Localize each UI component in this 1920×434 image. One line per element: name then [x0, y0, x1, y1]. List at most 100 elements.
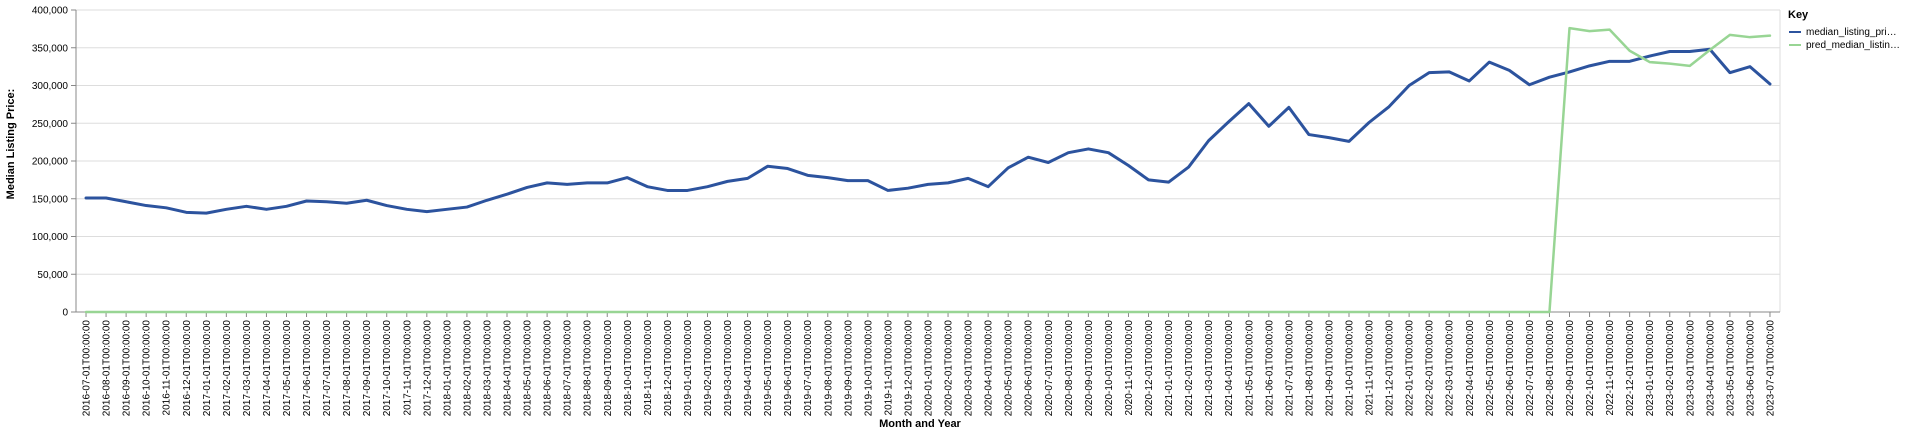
- x-tick-label: 2018-04-01T00:00:00: [503, 320, 514, 417]
- x-tick-label: 2021-05-01T00:00:00: [1244, 320, 1255, 417]
- legend-label-pred-median-listing-price: pred_median_listin…: [1806, 40, 1900, 51]
- x-tick-label: 2023-05-01T00:00:00: [1725, 320, 1736, 417]
- x-tick-label: 2022-07-01T00:00:00: [1525, 320, 1536, 417]
- x-tick-label: 2017-11-01T00:00:00: [402, 320, 413, 416]
- x-tick-label: 2018-08-01T00:00:00: [583, 320, 594, 417]
- legend-label-median-listing-price: median_listing_pri…: [1806, 27, 1897, 38]
- x-tick-label: 2022-10-01T00:00:00: [1585, 320, 1596, 417]
- x-tick-label: 2016-07-01T00:00:00: [82, 320, 93, 417]
- x-tick-label: 2022-01-01T00:00:00: [1405, 320, 1416, 417]
- x-tick-label: 2020-04-01T00:00:00: [984, 320, 995, 417]
- x-tick-label: 2016-08-01T00:00:00: [102, 320, 113, 417]
- x-tick-label: 2017-05-01T00:00:00: [282, 320, 293, 417]
- x-tick-label: 2023-07-01T00:00:00: [1765, 320, 1776, 417]
- x-tick-label: 2018-05-01T00:00:00: [523, 320, 534, 417]
- x-tick-label: 2019-02-01T00:00:00: [703, 320, 714, 417]
- x-tick-label: 2017-08-01T00:00:00: [342, 320, 353, 417]
- x-tick-label: 2019-06-01T00:00:00: [783, 320, 794, 417]
- y-tick-label: 50,000: [37, 270, 68, 281]
- x-tick-label: 2019-10-01T00:00:00: [863, 320, 874, 417]
- series-line-median-listing-price: [84, 47, 1772, 215]
- x-tick-label: 2016-11-01T00:00:00: [162, 320, 173, 416]
- x-tick-label: 2021-09-01T00:00:00: [1324, 320, 1335, 417]
- x-tick-label: 2020-05-01T00:00:00: [1004, 320, 1015, 417]
- y-tick-label: 300,000: [32, 81, 69, 92]
- x-tick-label: 2016-12-01T00:00:00: [182, 320, 193, 417]
- x-tick-label: 2022-11-01T00:00:00: [1605, 320, 1616, 416]
- y-tick-label: 0: [62, 308, 68, 319]
- x-tick-label: 2021-12-01T00:00:00: [1385, 320, 1396, 417]
- x-tick-label: 2018-11-01T00:00:00: [643, 320, 654, 416]
- x-tick-label: 2018-07-01T00:00:00: [563, 320, 574, 417]
- x-tick-label: 2022-06-01T00:00:00: [1505, 320, 1516, 417]
- x-tick-label: 2019-09-01T00:00:00: [843, 320, 854, 417]
- x-tick-label: 2021-01-01T00:00:00: [1164, 320, 1175, 417]
- x-tick-label: 2021-04-01T00:00:00: [1224, 320, 1235, 417]
- series-line-pred-median-listing-price: [84, 26, 1772, 314]
- x-tick-label: 2019-01-01T00:00:00: [683, 320, 694, 417]
- x-tick-label: 2021-11-01T00:00:00: [1365, 320, 1376, 416]
- x-tick-label: 2021-06-01T00:00:00: [1264, 320, 1275, 417]
- x-tick-label: 2019-11-01T00:00:00: [883, 320, 894, 416]
- x-tick-label: 2020-09-01T00:00:00: [1084, 320, 1095, 417]
- x-tick-label: 2017-03-01T00:00:00: [242, 320, 253, 417]
- x-tick-label: 2020-03-01T00:00:00: [964, 320, 975, 417]
- x-tick-label: 2018-03-01T00:00:00: [482, 320, 493, 417]
- x-tick-label: 2018-10-01T00:00:00: [623, 320, 634, 417]
- x-tick-label: 2022-09-01T00:00:00: [1565, 320, 1576, 417]
- x-tick-label: 2017-07-01T00:00:00: [322, 320, 333, 417]
- x-tick-label: 2020-01-01T00:00:00: [924, 320, 935, 417]
- x-tick-label: 2018-12-01T00:00:00: [663, 320, 674, 417]
- x-tick-label: 2021-03-01T00:00:00: [1204, 320, 1215, 417]
- x-tick-label: 2021-08-01T00:00:00: [1304, 320, 1315, 417]
- x-tick-label: 2017-12-01T00:00:00: [422, 320, 433, 417]
- x-tick-label: 2016-10-01T00:00:00: [142, 320, 153, 417]
- x-tick-label: 2020-12-01T00:00:00: [1144, 320, 1155, 417]
- y-axis-title: Median Listing Price:: [5, 89, 17, 200]
- x-tick-label: 2017-10-01T00:00:00: [382, 320, 393, 417]
- y-tick-label: 400,000: [32, 6, 69, 17]
- x-tick-label: 2022-12-01T00:00:00: [1625, 320, 1636, 417]
- x-tick-label: 2017-09-01T00:00:00: [362, 320, 373, 417]
- x-tick-label: 2021-07-01T00:00:00: [1284, 320, 1295, 417]
- x-tick-label: 2020-11-01T00:00:00: [1124, 320, 1135, 416]
- x-tick-label: 2020-10-01T00:00:00: [1104, 320, 1115, 417]
- legend: Key median_listing_pri… pred_median_list…: [1788, 9, 1900, 51]
- y-tick-label: 150,000: [32, 194, 69, 205]
- x-tick-label: 2019-03-01T00:00:00: [723, 320, 734, 417]
- x-tick-label: 2023-06-01T00:00:00: [1745, 320, 1756, 417]
- x-tick-label: 2023-02-01T00:00:00: [1665, 320, 1676, 417]
- x-tick-label: 2018-01-01T00:00:00: [442, 320, 453, 417]
- x-tick-label: 2022-04-01T00:00:00: [1465, 320, 1476, 417]
- y-tick-label: 200,000: [32, 157, 69, 168]
- x-tick-label: 2020-06-01T00:00:00: [1024, 320, 1035, 417]
- x-tick-label: 2023-03-01T00:00:00: [1685, 320, 1696, 417]
- grid-layer: [76, 9, 1781, 313]
- x-tick-label: 2020-07-01T00:00:00: [1044, 320, 1055, 417]
- x-tick-label: 2017-01-01T00:00:00: [202, 320, 213, 417]
- axis-layer: 0 50,000 100,000 150,000 200,000 250,000 300,0…: [32, 6, 1780, 417]
- x-tick-label: 2018-02-01T00:00:00: [462, 320, 473, 417]
- x-tick-label: 2019-04-01T00:00:00: [743, 320, 754, 417]
- x-tick-label: 2018-09-01T00:00:00: [603, 320, 614, 417]
- x-tick-label: 2020-08-01T00:00:00: [1064, 320, 1075, 417]
- y-tick-label: 250,000: [32, 119, 69, 130]
- x-tick-label: 2023-04-01T00:00:00: [1705, 320, 1716, 417]
- x-tick-label: 2019-12-01T00:00:00: [903, 320, 914, 417]
- x-tick-label: 2022-08-01T00:00:00: [1545, 320, 1556, 417]
- x-tick-label: 2018-06-01T00:00:00: [543, 320, 554, 417]
- x-tick-label: 2019-08-01T00:00:00: [823, 320, 834, 417]
- x-tick-label: 2017-02-01T00:00:00: [222, 320, 233, 417]
- x-tick-label: 2021-02-01T00:00:00: [1184, 320, 1195, 417]
- legend-title: Key: [1788, 9, 1809, 21]
- x-tick-label: 2022-03-01T00:00:00: [1445, 320, 1456, 417]
- series-layer: [84, 26, 1772, 314]
- x-tick-label: 2023-01-01T00:00:00: [1645, 320, 1656, 417]
- x-tick-label: 2016-09-01T00:00:00: [122, 320, 133, 417]
- x-tick-label: 2022-02-01T00:00:00: [1425, 320, 1436, 417]
- x-axis-title: Month and Year: [879, 418, 961, 430]
- x-tick-label: 2019-07-01T00:00:00: [803, 320, 814, 417]
- x-tick-label: 2022-05-01T00:00:00: [1485, 320, 1496, 417]
